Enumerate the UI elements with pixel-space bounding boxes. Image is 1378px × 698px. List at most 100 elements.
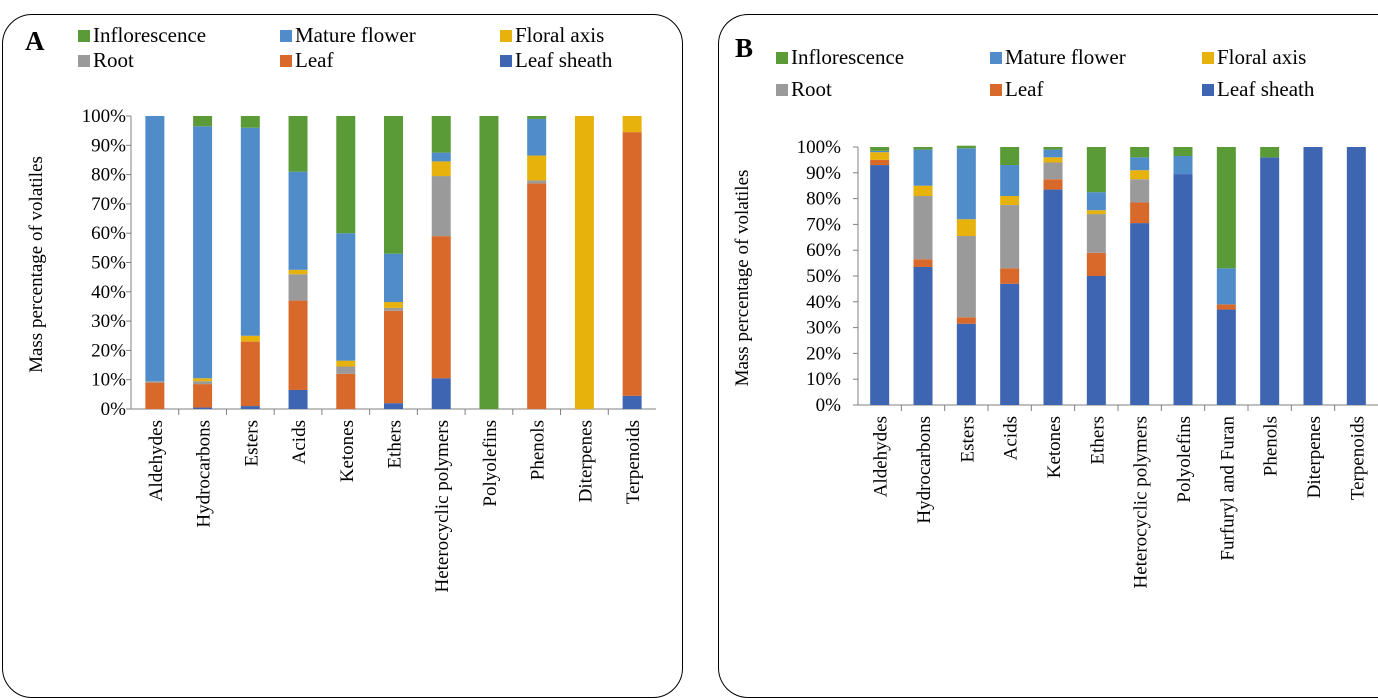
bar-segment — [145, 381, 165, 383]
legend-swatch — [1202, 52, 1214, 64]
y-tick-label: 90% — [91, 135, 126, 156]
bar-segment — [193, 381, 213, 385]
x-tick-label: Furfuryl and Furan — [1217, 416, 1238, 561]
legend-label: Leaf — [1005, 77, 1043, 101]
y-tick-label: 80% — [91, 165, 126, 186]
bar-segment — [336, 360, 356, 367]
bar-segment — [1043, 147, 1063, 150]
bar-segment — [384, 403, 403, 409]
bar-segment — [870, 159, 890, 166]
bar-segment — [1000, 196, 1020, 206]
bar-segment — [288, 274, 308, 301]
bar-segment — [145, 116, 165, 382]
legend-swatch — [78, 30, 90, 42]
bar-segment — [1086, 214, 1106, 253]
bar-segment — [336, 366, 356, 374]
y-tick-label: 70% — [91, 194, 126, 215]
y-tick-label: 30% — [806, 318, 841, 339]
bar-segment — [193, 384, 213, 408]
x-tick-label: Acids — [289, 420, 310, 464]
y-tick-label: 60% — [806, 240, 841, 261]
y-tick-label: 10% — [91, 370, 126, 391]
legend-label: Inflorescence — [93, 23, 206, 47]
legend-label: Leaf sheath — [515, 48, 613, 72]
bar-segment — [384, 302, 403, 308]
bar-segment — [1216, 268, 1236, 305]
legend-label: Leaf sheath — [1217, 77, 1315, 101]
x-tick-label: Esters — [241, 420, 262, 466]
bar-segment — [1043, 189, 1063, 405]
bar-segment — [622, 395, 642, 409]
legend-label: Root — [93, 48, 134, 72]
legend-label: Mature flower — [295, 23, 416, 47]
bar-segment — [1260, 157, 1280, 405]
legend-swatch — [1202, 84, 1214, 96]
bar-segment — [1130, 157, 1150, 171]
bar-segment — [1216, 147, 1236, 269]
bar-segment — [288, 171, 308, 270]
bar-segment — [1303, 147, 1323, 405]
bar-segment — [479, 116, 499, 409]
bar-segment — [527, 155, 547, 181]
bar-segment — [1130, 170, 1150, 180]
bar-segment — [288, 269, 308, 275]
bar-segment — [431, 152, 451, 162]
y-tick-label: 80% — [806, 189, 841, 210]
x-tick-label: Polyolefins — [1174, 416, 1195, 503]
bar-segment — [1086, 147, 1106, 193]
legend-label: Floral axis — [1217, 45, 1306, 69]
x-tick-label: Aldehydes — [146, 420, 167, 501]
x-tick-label: Diterpenes — [1304, 416, 1325, 498]
bar-segment — [956, 219, 976, 237]
bar-segment — [870, 147, 890, 151]
bar-segment — [1130, 179, 1150, 203]
bar-segment — [193, 407, 213, 409]
bar-segment — [527, 183, 547, 409]
bar-segment — [574, 116, 594, 409]
bar-segment — [527, 116, 547, 119]
bar-segment — [956, 323, 976, 405]
y-axis-label: Mass percentage of volatiles — [732, 170, 753, 387]
legend-swatch — [776, 52, 788, 64]
bar-segment — [1043, 179, 1063, 190]
bar-segment — [1130, 202, 1150, 224]
bar-segment — [1000, 205, 1020, 269]
bar-segment — [1216, 304, 1236, 310]
bar-segment — [1000, 283, 1020, 405]
bar-segment — [913, 147, 933, 150]
bar-segment — [384, 307, 403, 311]
bar-segment — [913, 185, 933, 197]
x-tick-label: Hydrocarbons — [914, 416, 935, 524]
x-tick-label: Aldehydes — [871, 416, 892, 497]
bar-segment — [288, 300, 308, 390]
bar-segment — [913, 259, 933, 267]
bar-segment — [1043, 162, 1063, 180]
bar-segment — [870, 150, 890, 153]
x-tick-label: Terpenoids — [623, 420, 644, 504]
x-tick-label: Polyolefins — [480, 420, 501, 507]
y-tick-label: 90% — [806, 163, 841, 184]
bar-segment — [1000, 268, 1020, 284]
bar-segment — [622, 132, 642, 396]
x-tick-label: Heterocyclic polymers — [1131, 416, 1152, 589]
bar-segment — [1260, 147, 1280, 158]
panel-letter: B — [735, 33, 753, 63]
bar-segment — [913, 149, 933, 186]
legend-swatch — [776, 84, 788, 96]
panel-letter: A — [25, 26, 45, 56]
bar-segment — [956, 317, 976, 324]
bar-segment — [956, 236, 976, 318]
y-axis-label: Mass percentage of volatiles — [26, 156, 47, 373]
bar-segment — [145, 382, 165, 409]
x-tick-label: Acids — [1001, 416, 1022, 460]
bar-segment — [288, 116, 308, 172]
legend-label: Floral axis — [515, 23, 604, 47]
bar-segment — [384, 253, 403, 303]
bar-segment — [1000, 165, 1020, 197]
y-tick-label: 0% — [816, 395, 842, 416]
x-tick-label: Ethers — [1087, 416, 1108, 465]
bar-segment — [1043, 157, 1063, 163]
y-tick-label: 60% — [91, 223, 126, 244]
y-tick-label: 40% — [806, 292, 841, 313]
